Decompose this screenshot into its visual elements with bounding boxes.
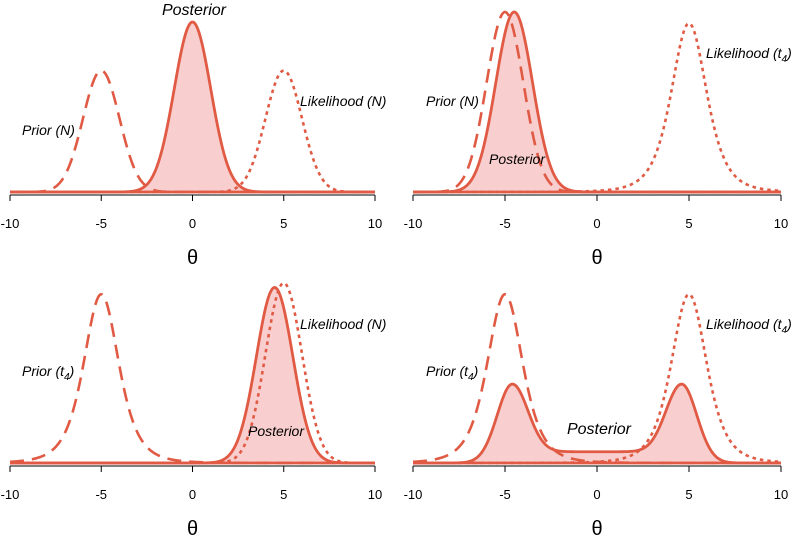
posterior-label: Posterior — [567, 421, 632, 438]
posterior-fill — [10, 22, 375, 192]
posterior-label: Posterior — [248, 423, 305, 439]
x-tick-label: 5 — [280, 216, 287, 231]
posterior-fill — [10, 287, 375, 463]
prior-label: Prior (N) — [426, 93, 479, 109]
x-tick-label: -10 — [404, 487, 423, 502]
x-tick-label: -10 — [1, 216, 20, 231]
x-tick-label: -10 — [1, 487, 20, 502]
panel-2: -10 -5 0 5 10 θ Prior (N) Likelihood (t4) Poster… — [404, 10, 792, 269]
x-tick-label: 5 — [685, 216, 692, 231]
prior-label: Prior (N) — [22, 122, 75, 138]
x-tick-label: 0 — [593, 216, 600, 231]
posterior-curve — [413, 382, 781, 465]
x-tick-label: -10 — [404, 216, 423, 231]
likelihood-label: Likelihood (t4) — [706, 45, 792, 65]
x-axis-title: θ — [591, 518, 602, 540]
posterior-fill — [413, 384, 781, 463]
x-tick-label: 10 — [368, 487, 382, 502]
x-axis-title: θ — [187, 518, 198, 540]
panel-1: -10 -5 0 5 10 θ Prior (N) Likelihood (N) Posteri… — [1, 2, 387, 269]
x-tick-label: -5 — [95, 487, 107, 502]
x-tick-label: -5 — [95, 216, 107, 231]
x-tick-label: -5 — [499, 216, 511, 231]
x-axis-title: θ — [187, 247, 198, 269]
x-tick-label: 10 — [774, 216, 788, 231]
panel-3: -10 -5 0 5 10 θ Prior (t4) Likelihood (N) Poster… — [1, 281, 386, 540]
panel-4: -10 -5 0 5 10 θ Prior (t4) Likelihood (t4) Poste… — [404, 292, 792, 540]
x-tick-label: 5 — [280, 487, 287, 502]
posterior-label: Posterior — [162, 2, 227, 19]
posterior-label: Posterior — [489, 151, 546, 167]
likelihood-label: Likelihood (N) — [300, 93, 386, 109]
posterior-fill — [413, 12, 781, 192]
x-tick-label: 0 — [189, 487, 196, 502]
likelihood-label: Likelihood (t4) — [706, 316, 792, 336]
x-tick-label: 0 — [593, 487, 600, 502]
x-tick-label: 10 — [368, 216, 382, 231]
x-tick-label: 5 — [685, 487, 692, 502]
likelihood-label: Likelihood (N) — [300, 316, 386, 332]
x-tick-label: -5 — [499, 487, 511, 502]
x-tick-label: 10 — [774, 487, 788, 502]
prior-label: Prior (t4) — [426, 363, 478, 383]
prior-label: Prior (t4) — [22, 363, 74, 383]
x-axis-title: θ — [591, 247, 602, 269]
x-tick-label: 0 — [189, 216, 196, 231]
